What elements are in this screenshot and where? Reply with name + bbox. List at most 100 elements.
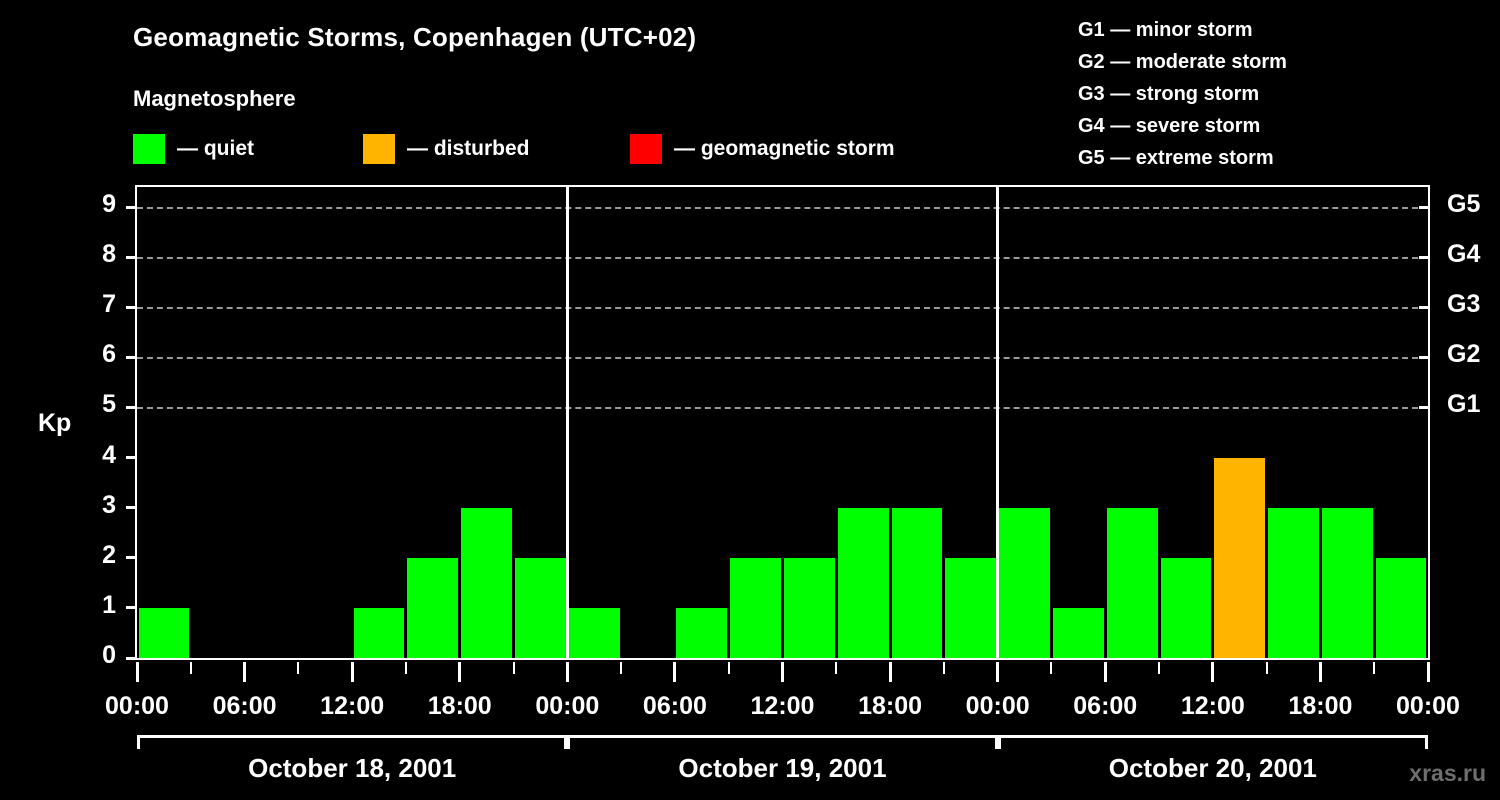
g-scale-row-4: G4 — severe storm	[1078, 115, 1261, 137]
x-tick-major-8	[565, 662, 569, 682]
date-bracket-2	[997, 735, 1428, 749]
x-tick-minor-17	[1050, 662, 1053, 674]
x-tick-major-20	[1211, 662, 1215, 682]
gridline-kp-7	[137, 307, 1428, 310]
quiet-swatch	[133, 134, 165, 164]
x-tick-major-12	[781, 662, 784, 682]
bar-22	[1321, 507, 1373, 658]
y-tick-mark-4	[126, 456, 137, 460]
bar-13	[837, 507, 889, 658]
bar-20	[1214, 457, 1266, 658]
x-time-label-10: 12:00	[1180, 692, 1245, 720]
page-title: Geomagnetic Storms, Copenhagen (UTC+02)	[133, 22, 697, 52]
x-tick-minor-23	[1373, 662, 1376, 674]
plot-area	[135, 185, 1430, 660]
gridline-kp-5	[137, 407, 1428, 410]
bar-0	[138, 607, 190, 658]
y-tick-label-1: 1	[102, 590, 116, 619]
x-tick-minor-19	[1158, 662, 1161, 674]
x-tick-minor-13	[835, 662, 838, 674]
x-tick-major-18	[1103, 662, 1107, 682]
y-tick-label-4: 4	[102, 440, 116, 469]
x-time-label-5: 06:00	[642, 692, 707, 720]
disturbed-swatch	[363, 134, 395, 164]
y-tick-label-5: 5	[102, 390, 116, 419]
g-scale-row-3: G3 — strong storm	[1078, 83, 1260, 105]
legend-entry-1: — disturbed	[363, 134, 530, 164]
gridline-kp-8	[137, 257, 1428, 260]
y-tick-mark-0	[126, 656, 137, 660]
gridline-kp-6	[137, 357, 1428, 360]
x-tick-minor-9	[620, 662, 623, 674]
x-time-label-1: 06:00	[212, 692, 277, 720]
date-bracket-1	[567, 735, 998, 749]
gridline-kp-9	[137, 207, 1428, 210]
g-scale-row-1: G1 — minor storm	[1078, 19, 1253, 41]
y-tick-mark-3	[126, 506, 137, 510]
y-tick-label-8: 8	[102, 240, 116, 269]
x-tick-major-4	[350, 662, 354, 682]
bar-8	[568, 607, 620, 658]
g-scale-row-2: G2 — moderate storm	[1078, 51, 1287, 73]
bar-17	[1052, 607, 1104, 658]
y-tick-mark-1	[126, 606, 137, 610]
date-label-1: October 19, 2001	[678, 753, 887, 783]
y-axis-title: Kp	[38, 409, 72, 437]
x-tick-minor-15	[942, 662, 945, 674]
bar-19	[1160, 557, 1212, 658]
date-label-2: October 20, 2001	[1108, 753, 1317, 783]
bar-16	[999, 507, 1050, 658]
y-tick-mark-6	[126, 355, 137, 359]
bar-7	[515, 557, 566, 658]
x-time-label-7: 18:00	[858, 692, 923, 720]
y-tick-label-7: 7	[102, 290, 116, 319]
g-tick-mark-G2	[1419, 355, 1430, 359]
g-scale-legend: G1 — minor storm G2 — moderate storm G3 — …	[1078, 14, 1287, 174]
x-tick-major-2	[243, 662, 247, 682]
y-tick-mark-8	[126, 255, 137, 259]
x-tick-minor-5	[404, 662, 407, 674]
x-tick-major-0	[135, 662, 139, 682]
x-tick-minor-21	[1265, 662, 1268, 674]
g-scale-row-5: G5 — extreme storm	[1078, 147, 1274, 169]
bar-23	[1375, 557, 1427, 658]
y-tick-mark-2	[126, 556, 137, 560]
watermark: xras.ru	[1409, 760, 1486, 786]
x-tick-major-6	[458, 662, 462, 682]
g-tick-label-G5: G5	[1447, 190, 1481, 219]
bar-6	[461, 507, 513, 658]
y-tick-label-3: 3	[102, 490, 116, 519]
g-tick-mark-G1	[1419, 405, 1430, 409]
bar-4	[353, 607, 405, 658]
y-tick-label-0: 0	[102, 641, 116, 669]
bar-15	[945, 557, 997, 658]
x-tick-major-24	[1426, 662, 1430, 682]
x-time-label-0: 00:00	[105, 692, 169, 720]
g-tick-mark-G5	[1419, 205, 1430, 209]
x-tick-major-16	[996, 662, 1000, 682]
y-tick-mark-5	[126, 405, 137, 409]
bar-18	[1106, 507, 1158, 658]
day-divider-1	[565, 187, 569, 658]
x-tick-minor-1	[189, 662, 192, 674]
bar-10	[676, 607, 728, 658]
x-time-label-12: 00:00	[1396, 692, 1460, 720]
y-tick-label-2: 2	[102, 540, 116, 569]
g-tick-label-G2: G2	[1447, 340, 1481, 369]
y-tick-label-9: 9	[102, 190, 116, 219]
x-time-label-8: 00:00	[965, 692, 1030, 720]
legend-label-1: — disturbed	[407, 137, 530, 160]
date-label-0: October 18, 2001	[248, 753, 457, 783]
bar-12	[784, 557, 835, 658]
day-divider-2	[996, 187, 1000, 658]
date-bracket-0	[137, 735, 568, 749]
legend-label-2: — geomagnetic storm	[674, 137, 895, 160]
g-tick-mark-G4	[1419, 255, 1430, 259]
bar-11	[730, 557, 781, 658]
x-tick-minor-3	[297, 662, 300, 674]
y-tick-mark-7	[126, 305, 137, 309]
legend-entry-0: — quiet	[133, 134, 254, 164]
y-tick-mark-9	[126, 205, 137, 209]
storm-swatch	[630, 134, 662, 164]
